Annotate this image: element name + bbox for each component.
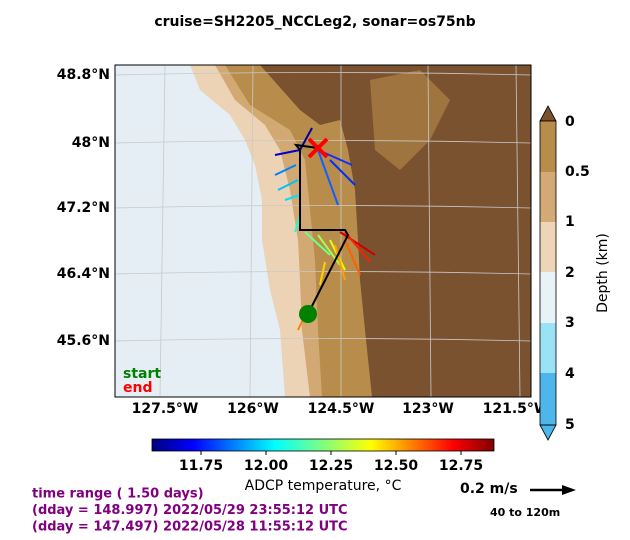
lat-label: 46.4°N [57, 266, 110, 282]
depth-tick-label: 0.5 [565, 164, 590, 180]
inland-water [370, 70, 450, 170]
depth-tick-label: 0 [565, 114, 575, 130]
lon-label: 126°W [227, 401, 279, 417]
lat-label: 45.6°N [57, 333, 110, 349]
scale-speed: 0.2 m/s [460, 481, 518, 497]
lon-label: 121.5°W [483, 401, 550, 417]
lat-label: 47.2°N [57, 200, 110, 216]
time-info: time range ( 1.50 days)(dday = 148.997) … [32, 487, 348, 535]
scale-depth: 40 to 120m [490, 506, 560, 519]
map: start end [115, 65, 531, 397]
depth-tick-label: 3 [565, 315, 575, 331]
temperature-tick-label: 12.25 [309, 458, 353, 474]
depth-ticks: 0 0.5 1 2 3 4 5 [565, 114, 590, 433]
depth-tick-label: 4 [565, 366, 575, 382]
temperature-colorbar [151, 438, 495, 452]
lat-labels: 48.8°N 48°N 47.2°N 46.4°N 45.6°N [57, 67, 110, 349]
scale-arrowhead [562, 485, 576, 495]
depth-label: Depth (km) [595, 233, 611, 313]
temperature-tick-label: 12.00 [244, 458, 289, 474]
lat-label: 48°N [72, 135, 110, 151]
lon-label: 124.5°W [308, 401, 375, 417]
time-line: (dday = 147.497) 2022/05/28 11:55:12 UTC [32, 520, 348, 535]
temperature-tick-label: 12.75 [439, 458, 483, 474]
temperature-tick-label: 12.50 [374, 458, 419, 474]
depth-tick-label: 5 [565, 417, 575, 433]
depth-colorbar [539, 105, 557, 441]
temperature-label: ADCP temperature, °C [245, 478, 402, 494]
depth-tick-label: 1 [565, 214, 575, 230]
lon-labels: 127.5°W 126°W 124.5°W 123°W 121.5°W [132, 401, 550, 417]
time-line: time range ( 1.50 days) [32, 487, 204, 502]
lon-label: 123°W [402, 401, 454, 417]
start-marker [299, 305, 317, 323]
lon-label: 127.5°W [132, 401, 199, 417]
cruise-track [293, 143, 350, 311]
title: cruise=SH2205_NCCLeg2, sonar=os75nb [154, 14, 475, 30]
time-line: (dday = 148.997) 2022/05/29 23:55:12 UTC [32, 503, 348, 518]
end-marker [307, 137, 329, 159]
temperature-ticks: 11.75 12.00 12.25 12.50 12.75 [179, 451, 483, 474]
lat-label: 48.8°N [57, 67, 110, 83]
end-label: end [123, 380, 152, 396]
start-label: start [123, 366, 161, 382]
temperature-tick-label: 11.75 [179, 458, 223, 474]
depth-tick-label: 2 [565, 265, 575, 281]
map-frame [114, 64, 532, 398]
land [260, 65, 531, 397]
